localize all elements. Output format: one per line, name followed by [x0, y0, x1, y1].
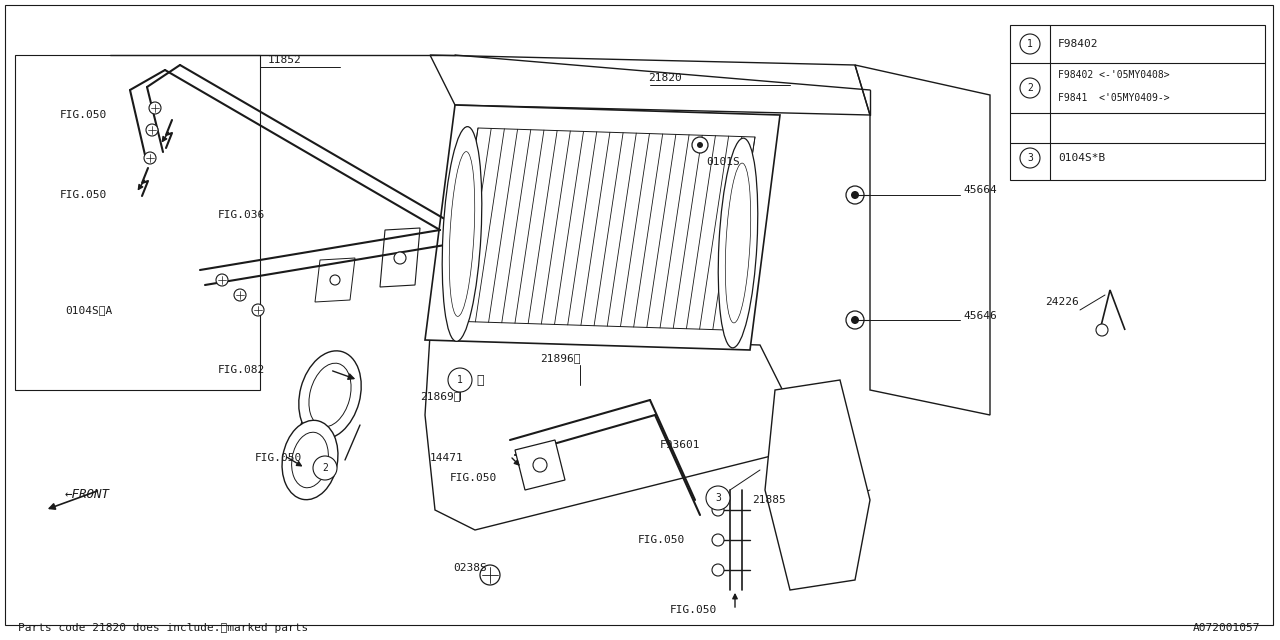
Text: 3: 3	[716, 493, 721, 503]
Circle shape	[330, 275, 340, 285]
Polygon shape	[515, 440, 564, 490]
Circle shape	[448, 368, 472, 392]
Circle shape	[851, 316, 859, 324]
Circle shape	[698, 142, 703, 148]
Text: F98402: F98402	[1059, 39, 1098, 49]
Circle shape	[712, 504, 724, 516]
Text: FIG.050: FIG.050	[60, 190, 108, 200]
Text: ※: ※	[476, 374, 484, 387]
Circle shape	[234, 289, 246, 301]
Polygon shape	[1100, 290, 1125, 330]
Circle shape	[1020, 34, 1039, 54]
Circle shape	[143, 152, 156, 164]
Text: F93601: F93601	[660, 440, 700, 450]
Circle shape	[1096, 324, 1108, 336]
Text: 0238S: 0238S	[453, 563, 486, 573]
Text: FIG.082: FIG.082	[218, 365, 265, 375]
Ellipse shape	[298, 351, 361, 439]
Text: FIG.050: FIG.050	[60, 110, 108, 120]
Text: FIG.050: FIG.050	[669, 605, 717, 615]
Text: 24226: 24226	[1044, 297, 1079, 307]
Text: 45646: 45646	[963, 311, 997, 321]
Text: 0104S※A: 0104S※A	[65, 305, 113, 315]
Circle shape	[252, 304, 264, 316]
Text: ←FRONT: ←FRONT	[65, 488, 110, 502]
Circle shape	[1020, 148, 1039, 168]
Text: 3: 3	[1027, 153, 1033, 163]
Text: 11852: 11852	[268, 55, 302, 65]
Circle shape	[1020, 78, 1039, 98]
Circle shape	[712, 534, 724, 546]
Text: 2: 2	[323, 463, 328, 473]
Text: 21896※: 21896※	[540, 353, 581, 363]
Text: FIG.050: FIG.050	[637, 535, 685, 545]
Circle shape	[480, 565, 500, 585]
Circle shape	[846, 311, 864, 329]
Circle shape	[712, 564, 724, 576]
Text: 45664: 45664	[963, 185, 997, 195]
Text: F9841  <'05MY0409->: F9841 <'05MY0409->	[1059, 93, 1170, 103]
Text: FIG.050: FIG.050	[255, 453, 302, 463]
Text: F98402 <-'05MY0408>: F98402 <-'05MY0408>	[1059, 70, 1170, 80]
Circle shape	[846, 186, 864, 204]
Circle shape	[314, 456, 337, 480]
Text: 0104S*B: 0104S*B	[1059, 153, 1105, 163]
Text: FIG.050: FIG.050	[451, 473, 497, 483]
Text: 21820: 21820	[648, 73, 682, 83]
Circle shape	[851, 191, 859, 199]
Text: 14471: 14471	[430, 453, 463, 463]
Ellipse shape	[718, 138, 758, 348]
Text: 1: 1	[457, 375, 463, 385]
Text: 1: 1	[1027, 39, 1033, 49]
Text: 21869※: 21869※	[420, 391, 461, 401]
Ellipse shape	[282, 420, 338, 500]
Circle shape	[216, 274, 228, 286]
Text: FIG.036: FIG.036	[218, 210, 265, 220]
Circle shape	[146, 124, 157, 136]
Circle shape	[532, 458, 547, 472]
Ellipse shape	[442, 127, 481, 341]
Polygon shape	[425, 335, 800, 530]
Polygon shape	[765, 380, 870, 590]
Text: A072001057: A072001057	[1193, 623, 1260, 633]
Circle shape	[394, 252, 406, 264]
Text: 2: 2	[1027, 83, 1033, 93]
Circle shape	[148, 102, 161, 114]
Text: Parts code 21820 does include.※marked parts: Parts code 21820 does include.※marked pa…	[18, 623, 308, 633]
Text: 21885: 21885	[753, 495, 786, 505]
Circle shape	[707, 486, 730, 510]
Polygon shape	[425, 105, 780, 350]
Text: 0101S: 0101S	[707, 157, 740, 167]
Circle shape	[692, 137, 708, 153]
